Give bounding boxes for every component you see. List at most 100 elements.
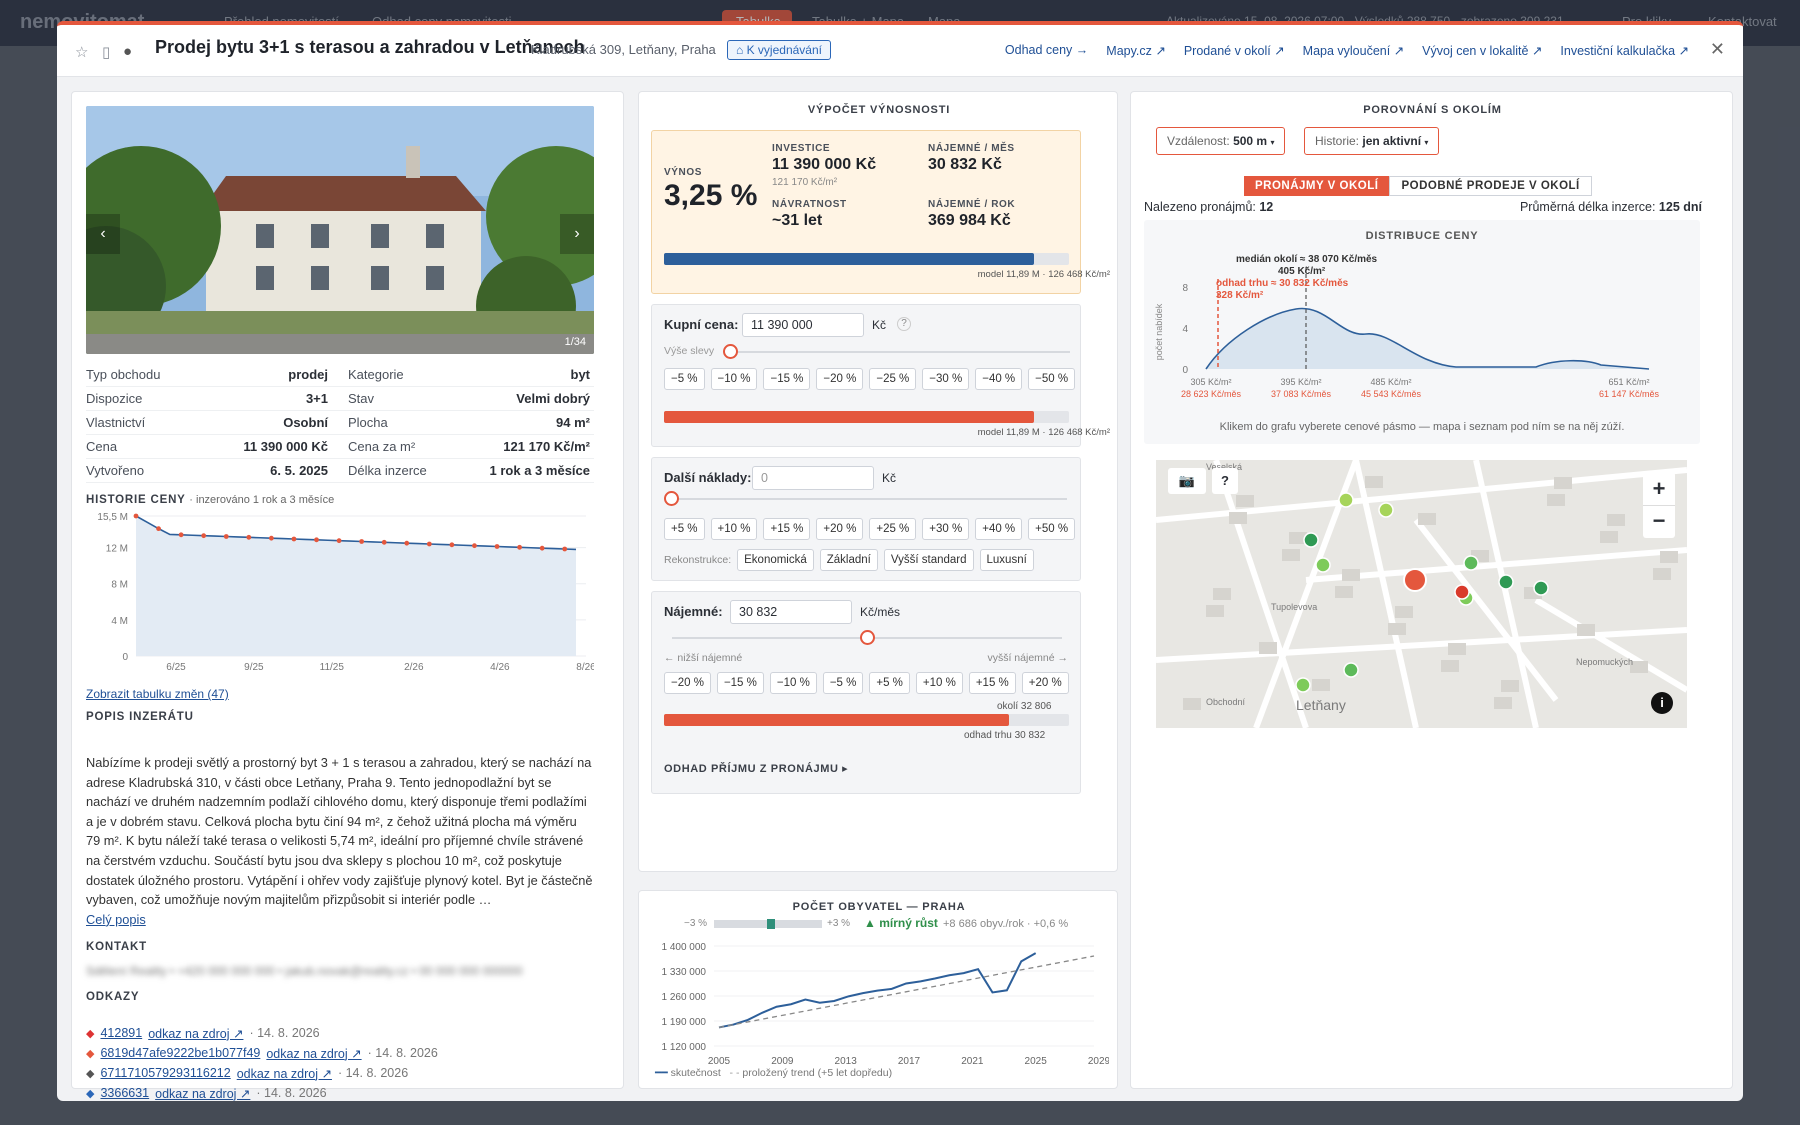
adjust-chip[interactable]: −5 % (664, 368, 705, 390)
alert-icon[interactable]: ● (123, 43, 133, 60)
link-sold-nearby[interactable]: Prodané v okolí ↗ (1183, 44, 1285, 58)
renovation-option[interactable]: Základní (819, 549, 878, 571)
adjust-chip[interactable]: −40 % (975, 368, 1023, 390)
copy-icon[interactable]: ▯ (102, 44, 111, 61)
link-mapy[interactable]: Mapy.cz ↗ (1106, 44, 1166, 58)
link-price-trend[interactable]: Vývoj cen v lokalitě ↗ (1422, 44, 1543, 58)
map[interactable]: Veselská Letňany Obchodní Tupolevova Nepomuc… (1156, 460, 1687, 728)
photo-next-button[interactable]: › (560, 214, 594, 254)
extra-costs-input[interactable]: 0 (752, 466, 874, 490)
calc-title: VÝPOČET VÝNOSNOSTI (807, 104, 951, 116)
zoom-out-button[interactable]: − (1643, 505, 1675, 538)
history-select[interactable]: Historie: jen aktivní ▾ (1304, 127, 1440, 155)
rent-input[interactable]: 30 832 (730, 600, 852, 624)
rental-pin[interactable] (1343, 662, 1359, 678)
x-tick: 2013 (835, 1056, 858, 1067)
map-help-icon[interactable]: ? (1212, 468, 1238, 494)
changes-table-link[interactable]: Zobrazit tabulku změn (47) (86, 687, 229, 701)
ref-id[interactable]: 6711710579293116212 (100, 1066, 231, 1080)
tab-rentals-nearby[interactable]: PRONÁJMY V OKOLÍ (1244, 176, 1390, 196)
rental-pin[interactable] (1338, 492, 1354, 508)
link-price-estimate[interactable]: Odhad ceny → (1004, 43, 1089, 57)
ref-date: · 14. 8. 2026 (367, 1046, 438, 1060)
adjust-chip[interactable]: −10 % (710, 368, 758, 390)
adjust-chip[interactable]: −15 % (716, 672, 764, 694)
distance-label: Vzdálenost: (1167, 134, 1230, 148)
rental-pin[interactable] (1533, 580, 1549, 596)
rental-income-toggle[interactable]: ODHAD PŘÍJMU Z PRONÁJMU ▸ (664, 763, 849, 775)
rental-pin[interactable] (1315, 557, 1331, 573)
adjust-chip[interactable]: +10 % (710, 518, 758, 540)
adjust-chip[interactable]: +10 % (915, 672, 963, 694)
ref-source-link[interactable]: odkaz na zdroj ↗ (266, 1046, 362, 1061)
subject-property-pin[interactable] (1403, 568, 1427, 592)
rental-pin[interactable] (1463, 555, 1479, 571)
adjust-chip[interactable]: +40 % (975, 518, 1023, 540)
star-icon[interactable]: ☆ (75, 44, 89, 61)
map-building (1501, 680, 1519, 692)
yield-calculator: VÝPOČET VÝNOSNOSTI VÝNOS 3,25 % INVESTIC… (638, 91, 1118, 872)
population-actual-line (718, 952, 1037, 1029)
adjust-chip[interactable]: −30 % (922, 368, 970, 390)
map-canvas[interactable]: Veselská Letňany Obchodní Tupolevova Nepomuc… (1156, 460, 1687, 728)
adjust-chip[interactable]: +20 % (1021, 672, 1069, 694)
adjust-chip[interactable]: −10 % (769, 672, 817, 694)
modal-header: ☆ ▯ ● Prodej bytu 3+1 s terasou a zahrad… (57, 25, 1743, 77)
price-history-chart[interactable]: 15,5 M 12 M 8 M 4 M 0 6/25 9/25 11/25 2/26 4/26 8/… (86, 510, 596, 673)
ref-source-link[interactable]: odkaz na zdroj ↗ (155, 1086, 251, 1101)
adjust-chip[interactable]: +20 % (816, 518, 864, 540)
rent-slider-handle[interactable] (860, 630, 875, 645)
discount-slider-handle[interactable] (723, 344, 738, 359)
price-distribution[interactable]: DISTRIBUCE CENY 8 4 0 počet nabídek medián o… (1144, 220, 1700, 444)
renovation-option[interactable]: Ekonomická (737, 549, 814, 571)
rental-pin[interactable] (1498, 574, 1514, 590)
adjust-chip[interactable]: −20 % (664, 672, 711, 694)
zoom-in-button[interactable]: + (1652, 476, 1666, 501)
adjust-chip[interactable]: −20 % (816, 368, 864, 390)
extra-costs-slider[interactable] (665, 498, 1067, 500)
extra-costs-handle[interactable] (664, 491, 679, 506)
ref-id[interactable]: 3366631 (100, 1086, 150, 1100)
adjust-chip[interactable]: +15 % (968, 672, 1016, 694)
full-description-link[interactable]: Celý popis (86, 911, 146, 927)
adjust-chip[interactable]: +5 % (664, 518, 705, 540)
ref-date: · 14. 8. 2026 (337, 1066, 409, 1080)
adjust-chip[interactable]: −25 % (869, 368, 917, 390)
adjust-chip[interactable]: +30 % (922, 518, 970, 540)
link-exclusion-map[interactable]: Mapa vyloučení ↗ (1302, 44, 1405, 58)
map-building (1418, 513, 1436, 525)
property-key: Vytvořeno (86, 463, 145, 478)
distance-select[interactable]: Vzdálenost: 500 m ▾ (1156, 127, 1286, 155)
photo-gallery[interactable]: ‹ › 1/34 (86, 106, 594, 354)
adjust-chip[interactable]: +15 % (763, 518, 811, 540)
renovation-option[interactable]: Luxusní (979, 549, 1034, 571)
distribution-chart[interactable]: 8 4 0 počet nabídek medián okolí ≈ 38 070 Kč… (1144, 242, 1700, 422)
ref-source-link[interactable]: odkaz na zdroj ↗ (236, 1066, 332, 1081)
purchase-price-input[interactable]: 11 390 000 (742, 313, 864, 337)
photo-prev-button[interactable]: ‹ (86, 214, 120, 254)
population-chart: 1 400 000 1 330 000 1 260 000 1 190 000 1 12… (662, 942, 1110, 1067)
adjust-chip[interactable]: +5 % (869, 672, 910, 694)
adjust-chip[interactable]: +25 % (869, 518, 917, 540)
rental-pin[interactable] (1378, 502, 1394, 518)
tab-similar-sales[interactable]: PODOBNÉ PRODEJE V OKOLÍ (1389, 176, 1592, 196)
status-badge[interactable]: ⌂ K vyjednávání (727, 40, 831, 60)
help-icon[interactable]: ? (897, 317, 911, 331)
rental-pin[interactable] (1303, 532, 1319, 548)
ref-source-link[interactable]: odkaz na zdroj ↗ (148, 1026, 244, 1041)
adjust-chip[interactable]: +50 % (1028, 518, 1076, 540)
adjust-chip[interactable]: −5 % (822, 672, 864, 694)
adjust-chip[interactable]: −15 % (763, 368, 811, 390)
info-icon[interactable]: i (1651, 692, 1673, 714)
property-value: prodej (288, 367, 328, 382)
renovation-option[interactable]: Vyšší standard (883, 549, 974, 571)
camera-icon[interactable]: 📷 (1168, 468, 1206, 494)
adjust-chip[interactable]: −50 % (1028, 368, 1076, 390)
link-invest-calc[interactable]: Investiční kalkulačka ↗ (1560, 44, 1689, 58)
close-icon[interactable]: ✕ (1709, 39, 1725, 59)
ref-id[interactable]: 6819d47afe9222be1b077f49 (100, 1046, 261, 1060)
rental-pin[interactable] (1295, 677, 1311, 693)
discount-slider[interactable] (730, 351, 1070, 353)
renovation-options: Rekonstrukce: Ekonomická Základní Vyšší sta… (664, 549, 1034, 571)
ref-id[interactable]: 412891 (100, 1026, 143, 1040)
